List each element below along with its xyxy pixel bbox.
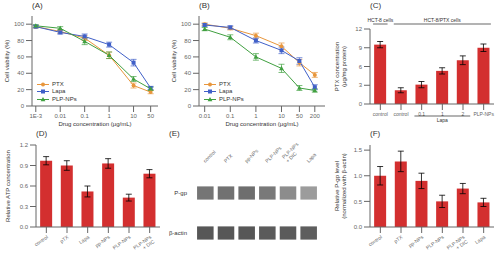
svg-text:PLP-NPs+ DIC: PLP-NPs+ DIC [132,234,156,256]
svg-text:1.0: 1.0 [354,173,363,179]
html-text:PTX: PTX [219,80,231,87]
svg-text:pp-NPs: pp-NPs [243,147,259,163]
svg-text:Cell viability (%): Cell viability (%) [171,40,177,83]
svg-text:50: 50 [296,113,303,119]
svg-text:control: control [373,111,388,117]
svg-text:HCT-8 cells: HCT-8 cells [367,17,393,23]
svg-text:(normalized with β-actin): (normalized with β-actin) [341,153,347,218]
html-text:(C): (C) [370,1,382,10]
svg-text:Drug concentration (μg/mL): Drug concentration (μg/mL) [225,121,298,127]
svg-text:9: 9 [359,45,363,51]
svg-text:3: 3 [359,82,363,88]
svg-text:0.1: 0.1 [418,111,425,117]
svg-text:P-gp: P-gp [174,190,187,196]
svg-text:0.6: 0.6 [20,183,29,189]
svg-text:80: 80 [184,38,191,44]
svg-text:control: control [202,149,217,164]
svg-text:12: 12 [355,26,362,32]
html-text:(A): (A) [32,1,43,10]
svg-text:1E-3: 1E-3 [29,113,42,119]
svg-text:0.9: 0.9 [20,163,29,169]
html-text:(E): (E) [169,129,180,138]
svg-text:(μg/mg protein): (μg/mg protein) [341,46,347,87]
svg-text:60: 60 [184,54,191,60]
svg-text:40: 40 [17,70,24,76]
svg-text:0: 0 [21,103,25,109]
svg-text:Relative P-gp level: Relative P-gp level [334,161,340,211]
svg-text:1.5: 1.5 [354,147,363,153]
svg-text:10: 10 [130,113,137,119]
html-text:PTX: PTX [52,80,64,87]
svg-text:pp-NPs: pp-NPs [94,234,112,249]
html-text:Lapa: Lapa [52,88,66,94]
svg-text:1: 1 [441,111,444,117]
svg-text:control: control [367,234,383,248]
html-text:PLP-NPs: PLP-NPs [219,95,244,102]
svg-text:1: 1 [107,113,111,119]
svg-text:pp-NPs: pp-NPs [407,234,425,249]
svg-text:PTX: PTX [222,152,234,164]
svg-text:100: 100 [181,21,192,27]
svg-text:pTX: pTX [59,233,70,244]
svg-text:PLP-NPs: PLP-NPs [473,111,492,117]
svg-text:control: control [33,234,49,248]
svg-text:Lapa: Lapa [78,234,91,245]
svg-text:200: 200 [310,113,321,119]
html-text:(F): (F) [370,129,381,138]
svg-text:0: 0 [359,101,363,107]
svg-text:20: 20 [184,87,191,93]
svg-text:HCT-8/PTX cells: HCT-8/PTX cells [424,17,461,23]
svg-text:40: 40 [184,70,191,76]
svg-text:0.5: 0.5 [354,199,363,205]
svg-text:80: 80 [17,38,24,44]
svg-text:Relative ATP concentration: Relative ATP concentration [8,150,11,222]
html-text:Lapa: Lapa [219,88,233,94]
svg-text:0.01: 0.01 [199,113,211,119]
svg-text:PLP-NPs+ DIC: PLP-NPs+ DIC [445,234,469,256]
svg-text:pTX: pTX [393,233,404,244]
svg-text:50: 50 [147,113,154,119]
svg-text:2: 2 [462,111,465,117]
html-text:(B): (B) [199,1,210,10]
svg-text:0.1: 0.1 [226,113,235,119]
svg-text:Lapa: Lapa [305,151,317,163]
html-text:PLP-NPs: PLP-NPs [52,95,77,102]
html-text:(D): (D) [36,129,48,138]
svg-text:PTX concentration: PTX concentration [334,42,340,91]
svg-text:0.0: 0.0 [354,224,363,230]
svg-text:0.01: 0.01 [54,113,66,119]
svg-text:PLP-NPs: PLP-NPs [425,234,446,251]
svg-text:60: 60 [17,54,24,60]
svg-text:1: 1 [254,113,258,119]
svg-text:20: 20 [17,87,24,93]
svg-text:6: 6 [359,64,363,70]
svg-text:Drug concentration (μg/mL): Drug concentration (μg/mL) [58,121,131,127]
svg-text:control: control [393,111,408,117]
svg-text:Cell viability (%): Cell viability (%) [8,40,10,83]
svg-text:10: 10 [278,113,285,119]
svg-text:PLP-NPs: PLP-NPs [111,234,132,251]
svg-text:100: 100 [14,21,25,27]
svg-text:0.3: 0.3 [20,204,29,210]
svg-text:PLP-NPs+ DIC: PLP-NPs+ DIC [281,141,304,164]
svg-text:1.2: 1.2 [20,142,29,148]
svg-text:β-actin: β-actin [169,230,187,236]
svg-text:0: 0 [188,103,192,109]
svg-text:0.1: 0.1 [80,113,89,119]
svg-text:PLP-NPs: PLP-NPs [264,145,283,164]
svg-text:0.0: 0.0 [20,224,29,230]
svg-text:Lapa: Lapa [474,234,487,245]
svg-text:Lapa: Lapa [437,117,448,123]
